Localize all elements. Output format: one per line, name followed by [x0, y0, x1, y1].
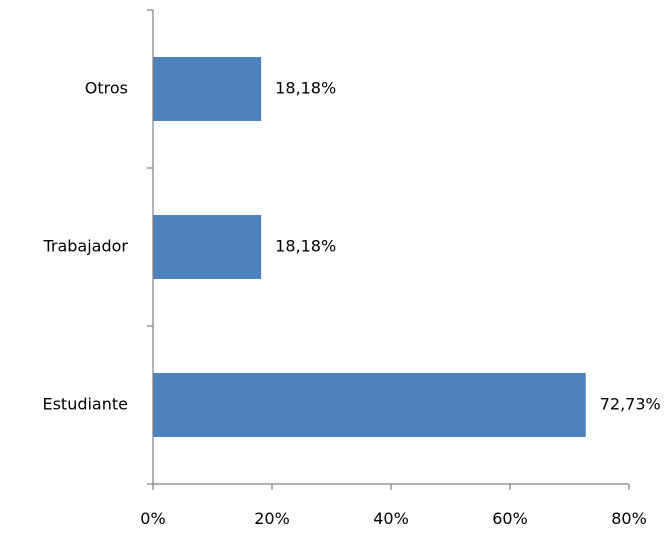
bar-trabajador: [153, 215, 262, 279]
bar-estudiante: [153, 373, 586, 437]
data-label-estudiante: 72,73%: [600, 395, 661, 414]
x-tick-label: 0%: [140, 509, 165, 528]
data-label-otros: 18,18%: [275, 79, 336, 98]
bar-otros: [153, 57, 262, 121]
data-label-trabajador: 18,18%: [275, 237, 336, 256]
category-label-trabajador: Trabajador: [42, 237, 128, 256]
plot-area: Otros 18,18% Trabajador 18,18% Estudiante 72,…: [42, 9, 661, 528]
x-tick-label: 20%: [254, 509, 290, 528]
category-label-estudiante: Estudiante: [42, 395, 128, 414]
x-tick-label: 80%: [611, 509, 647, 528]
category-label-otros: Otros: [85, 79, 128, 98]
x-tick-label: 60%: [492, 509, 528, 528]
x-tick-label: 40%: [373, 509, 409, 528]
